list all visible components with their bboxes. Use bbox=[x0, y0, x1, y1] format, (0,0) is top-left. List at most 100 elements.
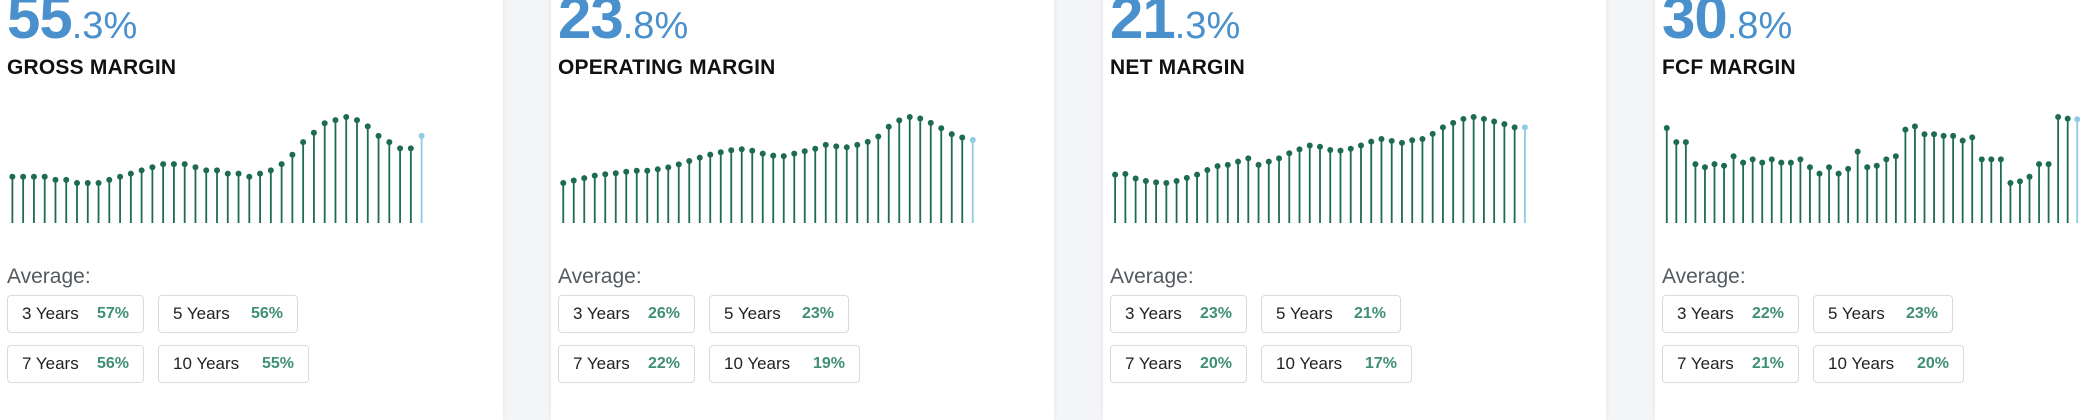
avg-7-years[interactable]: 7 Years 22% bbox=[558, 345, 695, 383]
sparkline-bar bbox=[1931, 131, 1938, 223]
sparkline-bar bbox=[927, 119, 934, 223]
sparkline-bar bbox=[1347, 145, 1354, 223]
avg-5-years[interactable]: 5 Years 23% bbox=[1813, 295, 1953, 333]
sparkline-bar bbox=[2026, 173, 2033, 223]
sparkline-bar bbox=[591, 172, 598, 223]
sparkline-bar bbox=[1950, 132, 1957, 223]
gross-margin-title: GROSS MARGIN bbox=[7, 56, 177, 79]
sparkline-bar bbox=[917, 115, 924, 223]
sparkline-bar bbox=[407, 145, 414, 223]
sparkline-bar bbox=[2036, 161, 2043, 223]
avg-10-years[interactable]: 10 Years 17% bbox=[1261, 345, 1412, 383]
sparkline-bar bbox=[938, 125, 945, 223]
average-label: Average: bbox=[7, 265, 91, 288]
sparkline-bar bbox=[1806, 164, 1813, 223]
sparkline-bar bbox=[675, 161, 682, 223]
sparkline-bar bbox=[644, 167, 651, 223]
sparkline-bar bbox=[1450, 119, 1457, 223]
sparkline-bar bbox=[896, 117, 903, 223]
avg-5-years[interactable]: 5 Years 23% bbox=[709, 295, 849, 333]
sparkline-bar bbox=[1787, 159, 1794, 223]
avg-5-years[interactable]: 5 Years 56% bbox=[158, 295, 298, 333]
sparkline-bar bbox=[822, 141, 829, 223]
fcf-margin-title: FCF MARGIN bbox=[1662, 56, 1796, 79]
sparkline-bar bbox=[738, 146, 745, 223]
sparkline-bar bbox=[160, 161, 167, 223]
average-label: Average: bbox=[558, 265, 642, 288]
sparkline-bar bbox=[780, 153, 787, 223]
sparkline-bar bbox=[2064, 115, 2071, 223]
sparkline-bar bbox=[1153, 179, 1160, 223]
sparkline-bar bbox=[854, 141, 861, 223]
sparkline-bar bbox=[1214, 163, 1221, 223]
avg-7-years[interactable]: 7 Years 20% bbox=[1110, 345, 1247, 383]
sparkline-bar bbox=[1959, 137, 1966, 223]
sparkline-bar bbox=[343, 114, 350, 223]
sparkline-bar bbox=[74, 180, 80, 223]
sparkline-bar bbox=[969, 136, 976, 223]
sparkline-bar bbox=[1816, 170, 1823, 223]
sparkline-bar bbox=[1997, 156, 2004, 223]
sparkline-bar bbox=[728, 147, 735, 223]
sparkline-bar bbox=[63, 176, 70, 223]
sparkline-bar bbox=[278, 161, 285, 223]
avg-3-years[interactable]: 3 Years 22% bbox=[1662, 295, 1799, 333]
sparkline-bar bbox=[9, 173, 16, 223]
avg-7-years[interactable]: 7 Years 21% bbox=[1662, 345, 1799, 383]
avg-10-years[interactable]: 10 Years 19% bbox=[709, 345, 860, 383]
sparkline-bar bbox=[1711, 161, 1718, 223]
avg-5-years[interactable]: 5 Years 21% bbox=[1261, 295, 1401, 333]
sparkline-bar bbox=[1183, 174, 1190, 223]
sparkline-bar bbox=[1768, 156, 1775, 223]
operating-margin-value: 23.8% bbox=[558, 0, 689, 51]
sparkline-bar bbox=[1501, 121, 1508, 223]
sparkline-bar bbox=[1921, 131, 1928, 223]
sparkline-bar bbox=[127, 170, 134, 223]
sparkline-bar bbox=[759, 150, 766, 223]
avg-7-years[interactable]: 7 Years 56% bbox=[7, 345, 144, 383]
sparkline-bar bbox=[364, 123, 371, 223]
sparkline-bar bbox=[1398, 139, 1405, 223]
avg-3-years[interactable]: 3 Years 57% bbox=[7, 295, 144, 333]
sparkline-bar bbox=[612, 170, 619, 223]
sparkline-bar bbox=[289, 151, 296, 223]
sparkline-bar bbox=[138, 167, 145, 223]
sparkline-bar bbox=[665, 164, 672, 223]
sparkline-bar bbox=[1204, 167, 1211, 223]
sparkline-bar bbox=[235, 170, 242, 223]
sparkline-bar bbox=[959, 134, 966, 223]
sparkline-bar bbox=[203, 167, 210, 223]
avg-3-years[interactable]: 3 Years 23% bbox=[1110, 295, 1247, 333]
sparkline-bar bbox=[602, 171, 609, 223]
sparkline-bar bbox=[1470, 114, 1477, 223]
operating-margin-card: 23.8% OPERATING MARGIN Average: 3 Years 2… bbox=[551, 0, 1054, 420]
avg-10-years[interactable]: 10 Years 55% bbox=[158, 345, 309, 383]
sparkline-bar bbox=[1778, 159, 1785, 223]
sparkline-bar bbox=[749, 147, 756, 223]
sparkline-bar bbox=[1235, 158, 1242, 223]
avg-3-years[interactable]: 3 Years 26% bbox=[558, 295, 695, 333]
sparkline-bar bbox=[1759, 159, 1766, 223]
sparkline-bar bbox=[418, 132, 425, 223]
sparkline-bar bbox=[52, 176, 59, 223]
sparkline-bar bbox=[833, 143, 840, 223]
sparkline-bar bbox=[117, 173, 124, 223]
sparkline-bar bbox=[696, 154, 703, 223]
sparkline-bar bbox=[1317, 143, 1323, 223]
sparkline-bar bbox=[1673, 139, 1680, 223]
avg-10-years[interactable]: 10 Years 20% bbox=[1813, 345, 1964, 383]
sparkline-bar bbox=[246, 173, 253, 223]
sparkline-bar bbox=[1521, 124, 1528, 223]
sparkline-bar bbox=[1429, 130, 1436, 223]
sparkline-bar bbox=[1194, 171, 1201, 223]
sparkline-bar bbox=[1112, 171, 1119, 223]
sparkline-bar bbox=[1682, 139, 1689, 223]
sparkline-bar bbox=[1276, 155, 1283, 223]
sparkline-bar bbox=[1368, 138, 1375, 223]
sparkline-bar bbox=[181, 161, 188, 223]
net-margin-card: 21.3% NET MARGIN Average: 3 Years 23% 5 Y… bbox=[1103, 0, 1606, 420]
sparkline-bar bbox=[770, 152, 777, 223]
sparkline-bar bbox=[1701, 164, 1708, 223]
gross-margin-card: 55.3% GROSS MARGIN Average: 3 Years 57% 5… bbox=[0, 0, 503, 420]
sparkline-bar bbox=[1854, 148, 1861, 223]
